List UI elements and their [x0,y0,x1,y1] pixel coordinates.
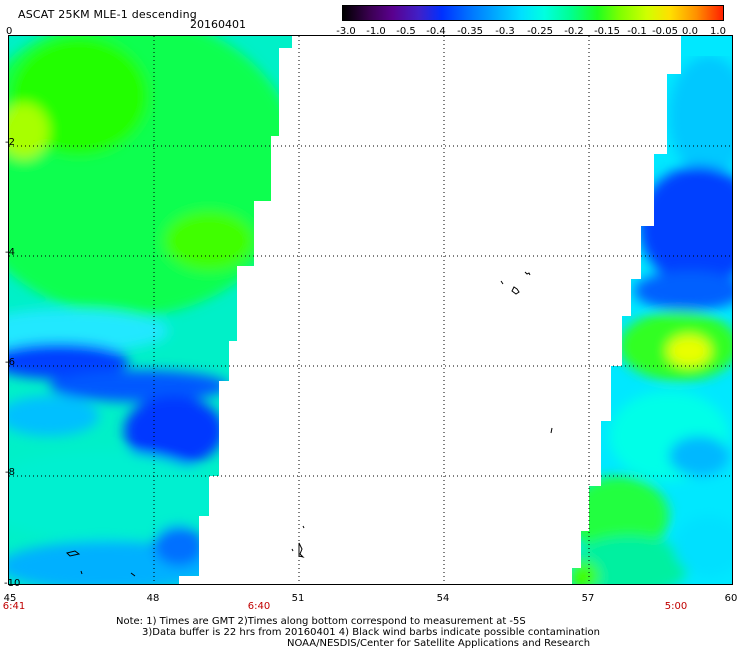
wind-map [8,35,733,585]
colorbar-label: -0.2 [564,26,584,37]
colorbar-label: -3.0 [336,26,356,37]
y-tick-label: 0 [6,26,13,37]
map-canvas [9,36,732,584]
y-tick-label: -6 [5,357,15,368]
island-outline [500,280,504,285]
x-tick-label: 45 [3,593,17,604]
island-outline [80,570,83,575]
footnote-line-1: Note: 1) Times are GMT 2)Times along bot… [116,616,526,627]
colorbar-label: -0.1 [627,26,647,37]
y-tick-label: -2 [5,137,15,148]
colorbar-label: -0.15 [594,26,620,37]
colorbar-label: -0.25 [527,26,553,37]
colorbar-label: 1.0 [710,26,726,37]
pass-time-label: 6:41 [2,601,26,612]
colorbar-label: -0.05 [652,26,678,37]
x-tick-label: 57 [581,593,595,604]
graticule [9,36,732,584]
right-swath [572,36,732,584]
coastlines [66,271,553,577]
x-tick-label: 60 [724,593,738,604]
x-tick-label: 48 [146,593,160,604]
y-tick-label: -8 [5,467,15,478]
left-swath [9,36,292,584]
x-tick-label: 54 [436,593,450,604]
pass-time-label: 6:40 [247,601,271,612]
island-outline [302,525,305,529]
island-outline [291,548,294,552]
pass-time-label: 5:00 [664,601,688,612]
colorbar-label: -1.0 [366,26,386,37]
colorbar-label: 0.0 [682,26,698,37]
colorbar-label: -0.5 [396,26,416,37]
colorbar-label: -0.4 [426,26,446,37]
color-scale-bar [342,5,724,21]
footnote-line-2: 3)Data buffer is 22 hrs from 20160401 4)… [142,627,600,638]
product-date: 20160401 [190,18,246,31]
island-outline [298,542,305,558]
island-outline [550,427,553,434]
island-outline [130,572,136,577]
colorbar-label: -0.35 [457,26,483,37]
colorbar-label: -0.3 [495,26,515,37]
island-outline [66,550,81,557]
y-tick-label: -10 [4,578,21,589]
product-title: ASCAT 25KM MLE-1 descending [18,8,197,21]
x-tick-label: 51 [291,593,305,604]
island-outline [511,286,520,295]
y-tick-label: -4 [5,247,15,258]
island-outline [524,271,531,276]
credit-line: NOAA/NESDIS/Center for Satellite Applica… [287,638,591,649]
